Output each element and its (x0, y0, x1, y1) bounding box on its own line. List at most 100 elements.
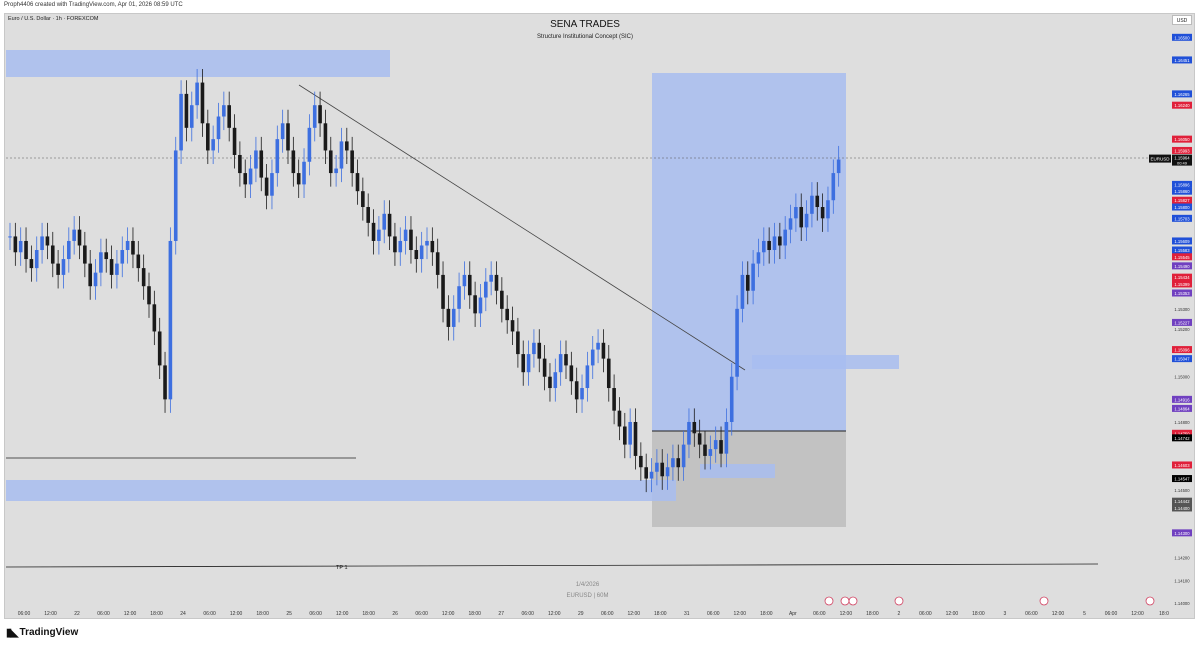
price-label-bg (1172, 355, 1192, 363)
tradingview-logo-icon: ▮◣ (6, 627, 18, 639)
time-tick-label: 18:00 (654, 611, 667, 617)
candle-body (655, 462, 659, 472)
time-tick-label: 06:00 (309, 611, 322, 617)
candle-body (542, 358, 547, 377)
time-tick-label: 06:00 (601, 611, 614, 617)
candle-body (815, 195, 820, 208)
tradingview-logo[interactable]: ▮◣ TradingView (6, 626, 78, 639)
price-tick-label: 1.14100 (1174, 578, 1190, 583)
price-tick-label: 1.14864 (1174, 406, 1190, 411)
candle-body (248, 168, 253, 185)
candle-body (767, 240, 771, 251)
time-tick-label: 06:00 (1105, 611, 1118, 617)
time-tick-label: 27 (498, 611, 504, 617)
candle-body (403, 229, 408, 241)
time-tick-label: 29 (578, 611, 584, 617)
candle-body (345, 141, 349, 151)
candle-body (644, 467, 648, 479)
price-label-bg (1172, 33, 1192, 41)
candle-body (216, 116, 221, 140)
price-tick-label: 1.14200 (1174, 556, 1190, 561)
candle-body (393, 236, 397, 253)
candle-body (649, 471, 654, 479)
time-tick-label: 06:00 (813, 611, 826, 617)
time-tick-label: 18:00 (362, 611, 375, 617)
candle-body (510, 320, 515, 332)
price-label-bg (1172, 146, 1192, 154)
time-tick-label: 12:00 (1131, 611, 1144, 617)
candle-body (152, 304, 157, 332)
candle-body (569, 365, 574, 382)
candle-body (238, 154, 242, 174)
time-tick-label: 06:00 (707, 611, 720, 617)
target-zone (652, 73, 846, 431)
symbol-legend[interactable]: Euro / U.S. Dollar · 1h · FOREXCOM (8, 16, 99, 22)
candle-body (451, 308, 456, 327)
time-tick-label: 06:00 (18, 611, 31, 617)
candle-body (692, 421, 697, 434)
candle-body (548, 376, 552, 389)
candle-body (532, 342, 536, 355)
price-tick-label: 1.15399 (1174, 282, 1190, 287)
chart-subtitle: Structure Institutional Concept (SIC) (536, 34, 634, 40)
candle-body (762, 240, 766, 253)
candle-body (318, 105, 322, 124)
candle-body (366, 207, 370, 223)
candle-body (826, 200, 830, 219)
time-tick-label: 12:00 (628, 611, 641, 617)
price-tick-label: 1.15860 (1174, 189, 1190, 194)
candle-body (157, 331, 162, 366)
candle-body (500, 290, 504, 309)
candle-body (778, 236, 782, 246)
candle-body (425, 240, 429, 246)
price-label-bg (1172, 289, 1192, 297)
candle-body (810, 195, 814, 214)
candle-body (163, 365, 167, 400)
candle-body (521, 354, 526, 373)
price-label-bg (1172, 529, 1192, 537)
time-tick-label: 12:00 (336, 611, 349, 617)
demand-zone-bottom (6, 480, 676, 501)
order-block-zone (752, 355, 899, 369)
price-tick-label: 1.15300 (1174, 307, 1190, 312)
candle-body (804, 213, 809, 228)
time-tick-label: 2 (897, 611, 900, 617)
candle-body (312, 105, 317, 128)
price-label-bg (1172, 461, 1192, 469)
time-tick-label: 25 (286, 611, 292, 617)
time-tick-label: 12:00 (840, 611, 853, 617)
price-tick-label: 1.14000 (1174, 601, 1190, 606)
price-label-bg (1172, 135, 1192, 143)
economic-event-icon (1145, 596, 1155, 606)
price-tick-label: 1.15434 (1174, 275, 1190, 280)
candle-body (270, 173, 274, 196)
price-tick-label: 1.14603 (1174, 463, 1190, 468)
candle-body (516, 331, 520, 355)
time-tick-label: 18:00 (760, 611, 773, 617)
time-tick-label: Apr (789, 611, 797, 617)
candle-body (414, 250, 419, 260)
price-label-bg (1172, 253, 1192, 261)
candle-body (831, 173, 836, 201)
candle-body (147, 286, 151, 305)
candle-body (222, 105, 226, 117)
supply-zone-top (6, 50, 390, 77)
price-tick-label: 1.14916 (1174, 397, 1190, 402)
time-tick-label: 06:00 (919, 611, 932, 617)
candle-body (40, 236, 44, 251)
candle-body (243, 173, 248, 185)
price-tick-label: 1.15490 (1174, 264, 1190, 269)
candle-body (756, 252, 761, 264)
currency-button[interactable]: USD (1172, 15, 1192, 25)
price-label-bg (1172, 475, 1192, 483)
candle-body (745, 274, 750, 291)
price-label-bg (1172, 429, 1192, 437)
candle-body (585, 365, 590, 389)
candle-body (537, 342, 542, 359)
candle-body (377, 229, 381, 241)
candle-body (794, 207, 798, 219)
candle-body (660, 462, 665, 477)
candle-body (713, 440, 718, 450)
candle-body (772, 236, 777, 251)
